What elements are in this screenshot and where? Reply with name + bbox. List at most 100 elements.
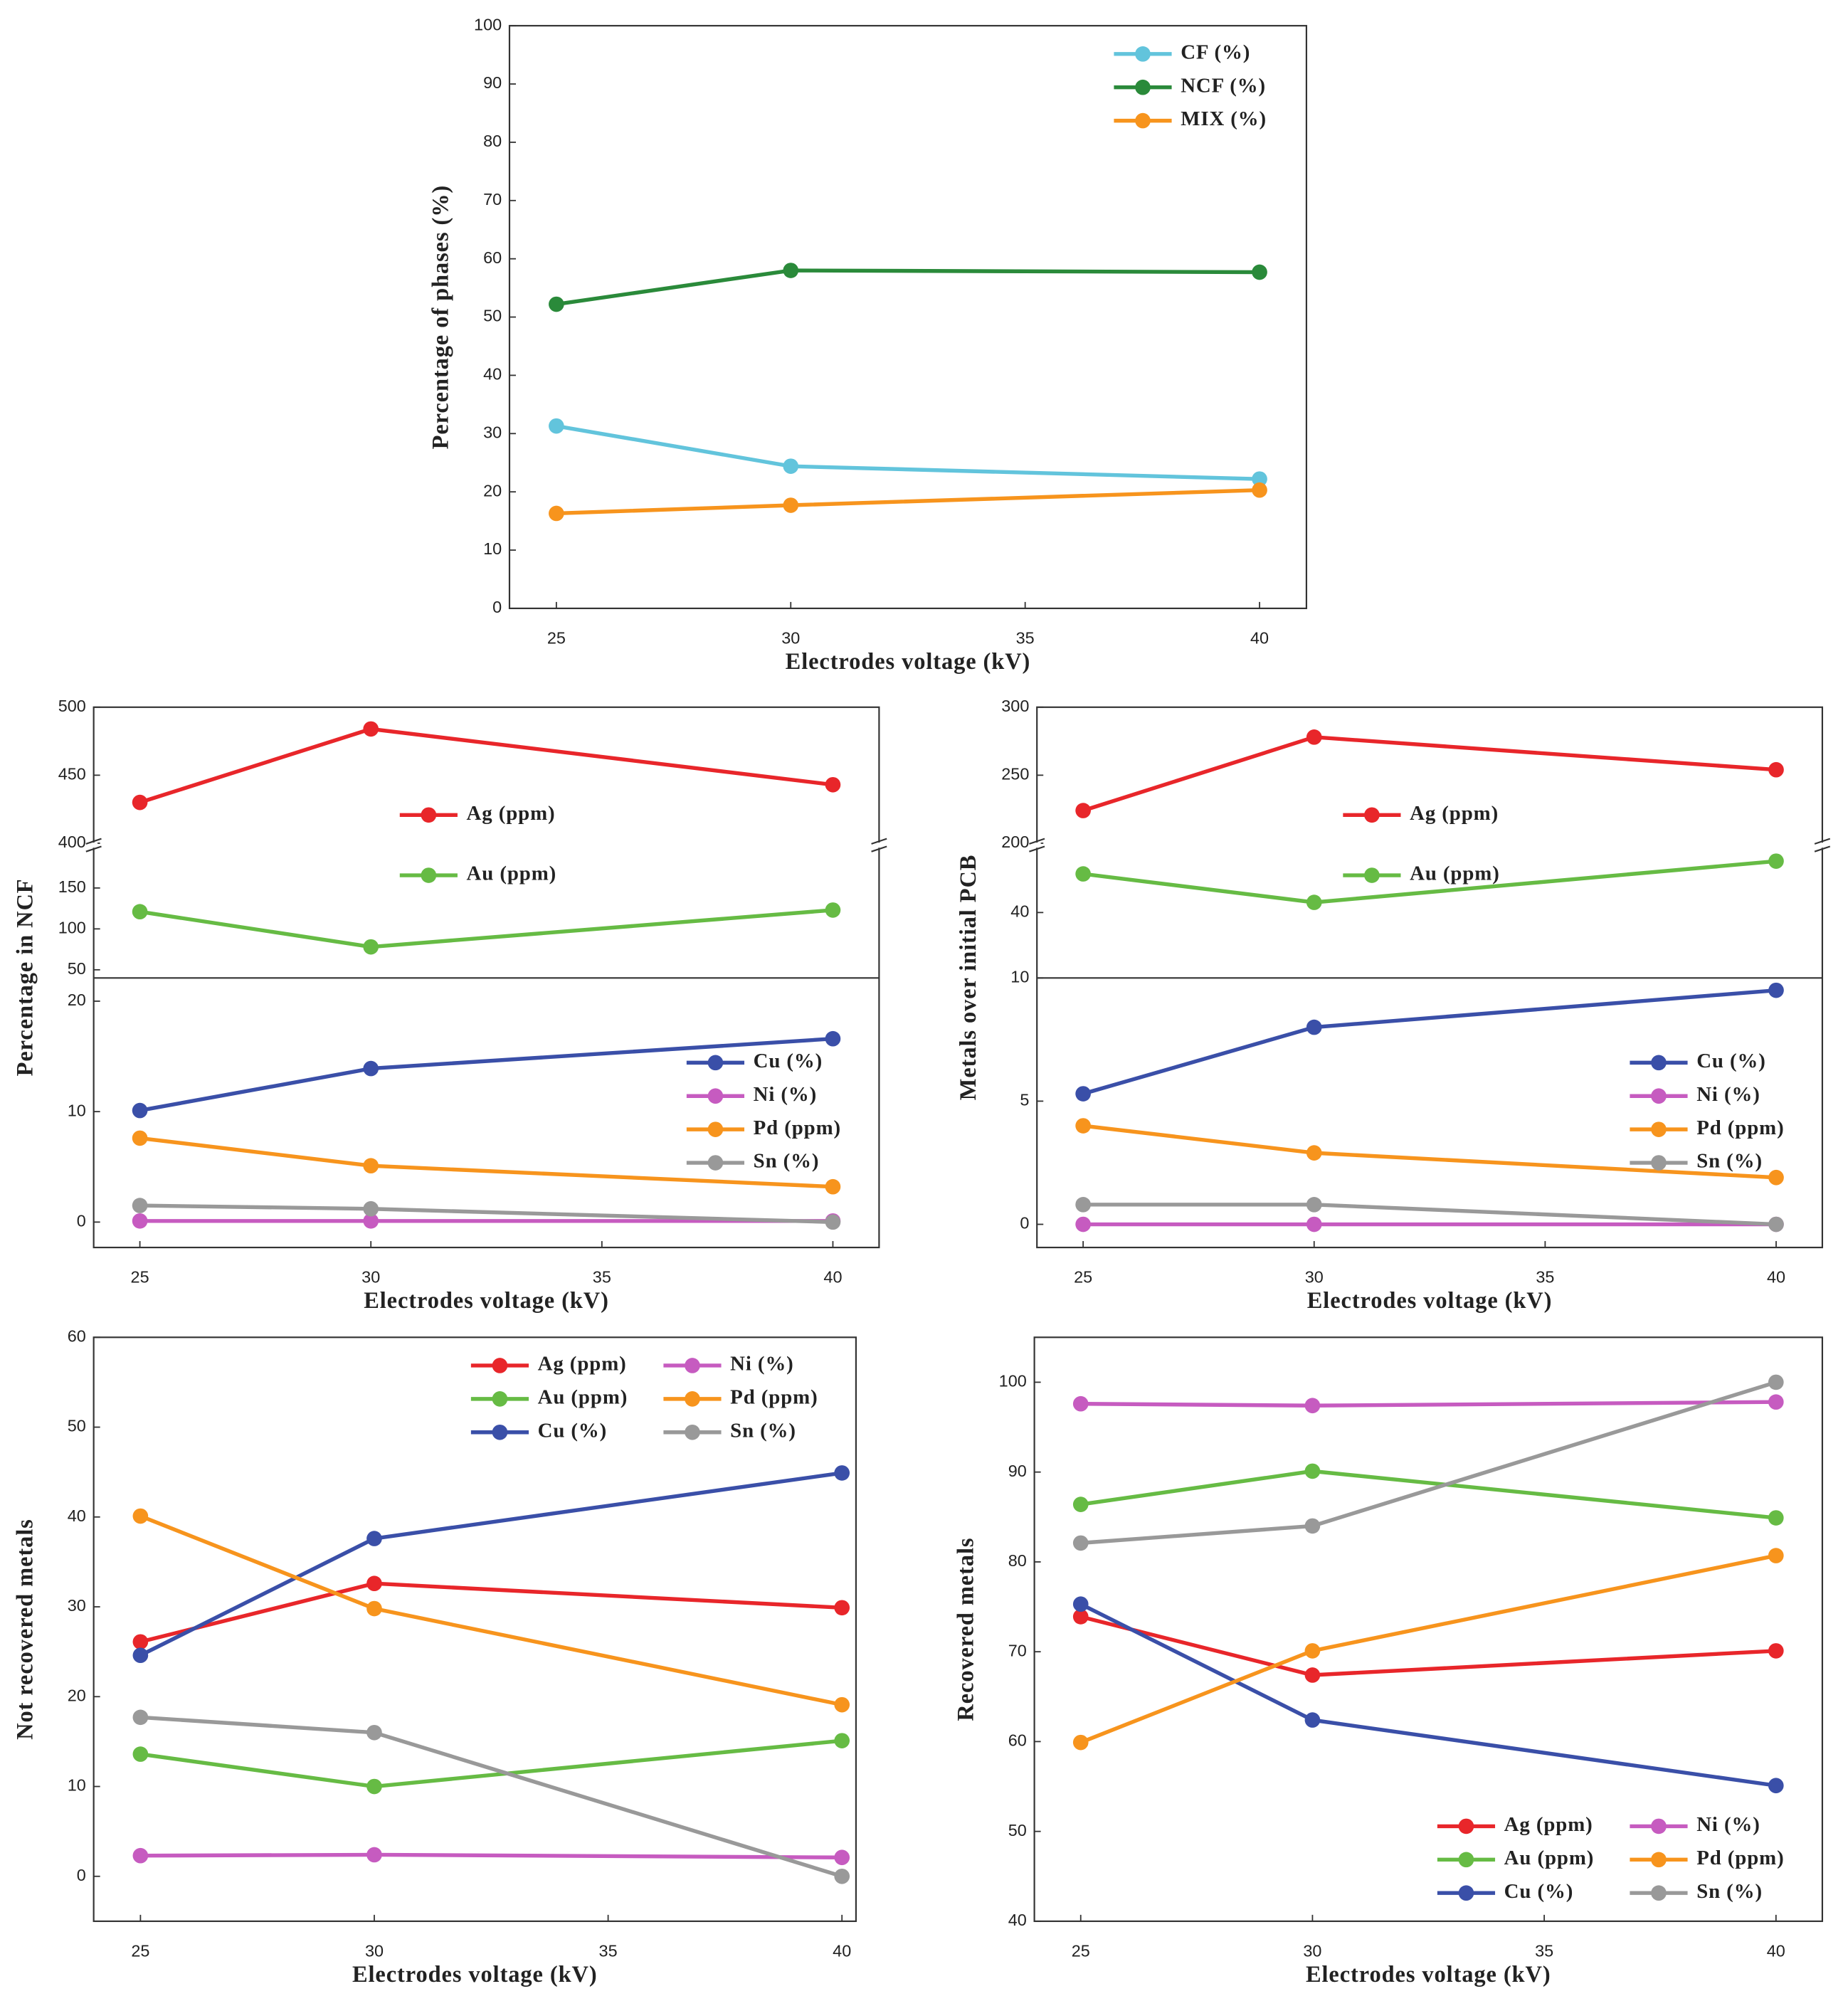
data-point [834, 1696, 850, 1713]
legend-marker [1135, 112, 1151, 129]
data-point [1075, 1216, 1091, 1232]
data-point [132, 1130, 148, 1146]
series-line [1082, 735, 1777, 813]
x-tick-label: 30 [1303, 1941, 1321, 1960]
y-tick-label: 450 [58, 765, 86, 783]
data-point [825, 776, 841, 793]
data-point [1075, 803, 1091, 818]
y-tick-label: 50 [68, 1417, 86, 1435]
legend-label: Sn (%) [1696, 1880, 1763, 1903]
data-point [1075, 866, 1091, 882]
data-point [834, 1733, 850, 1748]
x-tick-label: 40 [823, 1268, 842, 1287]
y-tick-label: 100 [58, 919, 86, 937]
axis-break [1814, 845, 1831, 852]
data-point [366, 1531, 382, 1546]
data-point [132, 1198, 148, 1213]
series-line [139, 727, 833, 805]
legend-marker [1651, 1852, 1667, 1868]
data-point [1304, 1667, 1321, 1683]
y-tick-label: 5 [1020, 1091, 1029, 1109]
y-tick-label: 50 [483, 307, 502, 325]
legend-label: Au (ppm) [538, 1385, 628, 1408]
y-tick-label: 70 [1008, 1641, 1027, 1659]
y-tick-label: 10 [483, 539, 502, 558]
data-point [1304, 1398, 1321, 1414]
legend-marker [1651, 1155, 1667, 1171]
legend-label: Ni (%) [730, 1353, 794, 1376]
y-tick-label: 40 [68, 1506, 86, 1525]
y-tick-label: 80 [483, 132, 502, 150]
series-line [1080, 1469, 1777, 1520]
legend-marker [1364, 807, 1380, 823]
x-tick-label: 40 [1767, 1268, 1785, 1287]
data-point [825, 902, 841, 918]
series-line [556, 488, 1260, 516]
data-point [783, 263, 799, 278]
data-point [549, 505, 564, 522]
legend-label: Cu (%) [754, 1050, 823, 1072]
legend-marker [492, 1358, 508, 1373]
legend-marker [1135, 79, 1151, 95]
data-point [363, 721, 379, 737]
y-tick-label: 40 [1010, 902, 1029, 921]
data-point [1768, 1169, 1784, 1186]
data-point [1304, 1643, 1321, 1659]
series-line [140, 1852, 843, 1859]
x-tick-label: 30 [781, 628, 800, 647]
data-point [363, 939, 379, 955]
data-point [1768, 1374, 1784, 1390]
series-line [1080, 1400, 1776, 1408]
data-point [1306, 1216, 1322, 1232]
y-tick-label: 0 [77, 1212, 86, 1230]
axis-break [1029, 845, 1045, 852]
x-tick-label: 30 [365, 1941, 384, 1960]
data-point [1304, 1712, 1321, 1728]
data-point [363, 1200, 379, 1217]
legend-marker [707, 1155, 724, 1171]
data-point [834, 1868, 850, 1884]
x-tick-label: 35 [593, 1268, 611, 1287]
data-point [549, 418, 564, 434]
data-point [825, 1214, 841, 1230]
y-axis-title: Percentage in NCF [12, 878, 38, 1076]
legend-marker [1651, 1088, 1667, 1104]
y-tick-label: 0 [1020, 1214, 1029, 1232]
series-line [556, 268, 1260, 307]
y-tick-label: 20 [483, 481, 502, 500]
data-point [825, 1030, 841, 1047]
x-tick-label: 30 [361, 1268, 380, 1287]
legend-marker [707, 1121, 724, 1137]
y-tick-label: 10 [68, 1776, 86, 1795]
y-tick-label: 40 [483, 365, 502, 384]
x-tick-label: 30 [1305, 1268, 1324, 1287]
x-tick-label: 40 [1767, 1941, 1785, 1960]
x-tick-label: 35 [1536, 1268, 1554, 1287]
data-point [1768, 1778, 1784, 1794]
data-point [132, 1746, 149, 1762]
series-line [1079, 1602, 1777, 1788]
y-tick-label: 100 [474, 15, 502, 33]
data-point [1768, 1510, 1784, 1526]
data-point [1072, 1596, 1089, 1612]
data-point [366, 1724, 382, 1741]
data-point [132, 1647, 149, 1664]
data-point [363, 1158, 379, 1174]
data-point [834, 1465, 850, 1481]
data-point [1072, 1496, 1089, 1512]
data-point [1252, 264, 1267, 280]
legend-label: Ag (ppm) [1504, 1813, 1593, 1836]
data-point [825, 1178, 841, 1195]
plot-frame [93, 1336, 857, 1922]
data-point [1304, 1518, 1321, 1534]
series-line [139, 908, 833, 949]
series-line [1079, 1553, 1777, 1745]
y-tick-label: 200 [1001, 833, 1029, 851]
data-point [783, 458, 799, 474]
axis-break [871, 845, 887, 852]
data-point [1306, 894, 1322, 910]
legend-label: Ag (ppm) [538, 1353, 627, 1376]
data-point [1252, 471, 1267, 487]
